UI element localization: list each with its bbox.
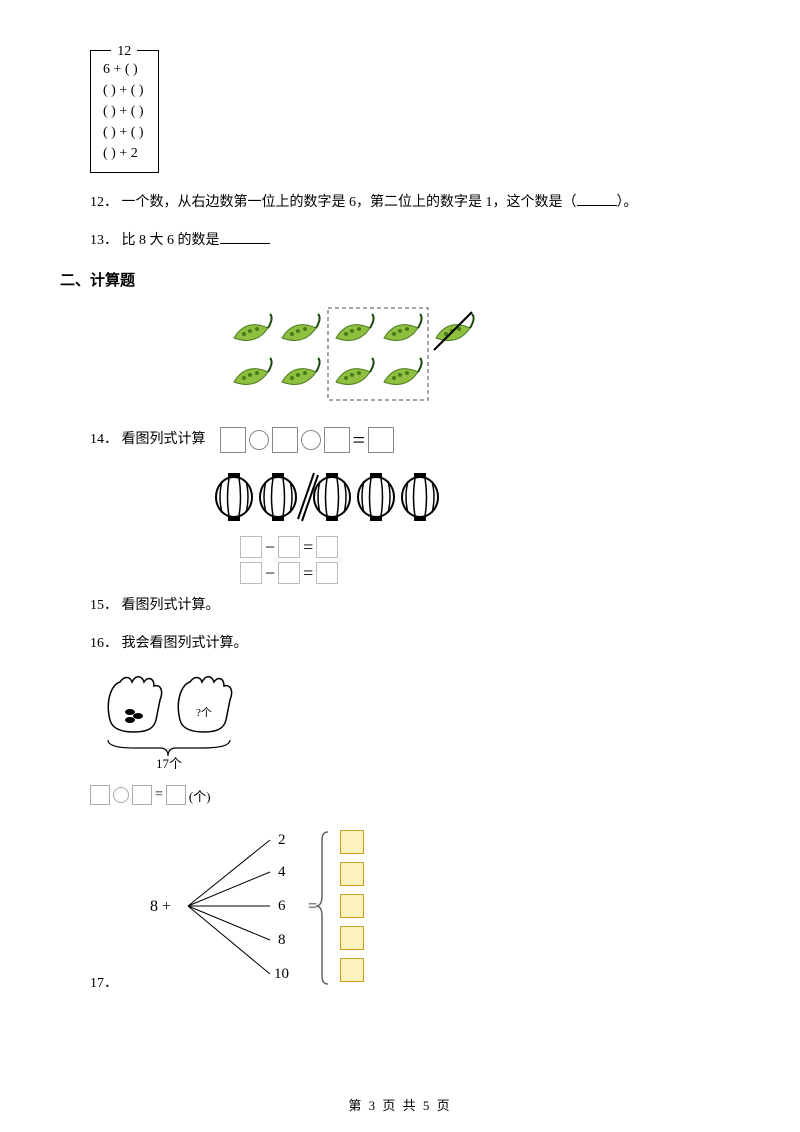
q12-num: 12． xyxy=(90,195,118,210)
equals-sign: = xyxy=(303,563,313,584)
q14-text: 看图列式计算 xyxy=(122,432,206,447)
minus-sign: − xyxy=(265,537,275,558)
q15-eq1: − = xyxy=(240,536,338,558)
answer-box[interactable] xyxy=(340,894,364,918)
q15-num: 15． xyxy=(90,598,118,613)
operator-circle[interactable] xyxy=(113,787,129,803)
blank[interactable] xyxy=(577,191,617,206)
answer-box[interactable] xyxy=(166,785,186,805)
q14-equation: = xyxy=(220,427,394,453)
hands-svg: ?个 17个 xyxy=(90,670,250,770)
answer-box[interactable] xyxy=(220,427,246,453)
box-row: ( ) + ( ) xyxy=(103,101,144,122)
q16-figure: ?个 17个 xyxy=(90,670,740,775)
q16-num: 16． xyxy=(90,636,118,651)
q16-text: 我会看图列式计算。 xyxy=(122,636,248,651)
equals-sign: = xyxy=(353,427,365,453)
blank[interactable] xyxy=(220,229,270,244)
q17-addend: 2 xyxy=(278,832,286,849)
box-row: ( ) + ( ) xyxy=(103,80,144,101)
answer-box[interactable] xyxy=(340,862,364,886)
q15-eq2: − = xyxy=(240,562,338,584)
q17-num: 17． xyxy=(90,976,118,991)
answer-box[interactable] xyxy=(90,785,110,805)
q17-addend: 4 xyxy=(278,864,286,881)
answer-box[interactable] xyxy=(278,562,300,584)
question-12: 12． 一个数，从右边数第一位上的数字是 6，第二位上的数字是 1，这个数是（ ）… xyxy=(90,191,740,211)
box-row: ( ) + ( ) xyxy=(103,122,144,143)
question-15: 15． 看图列式计算。 xyxy=(90,594,740,614)
q13-text: 比 8 大 6 的数是 xyxy=(122,233,220,248)
section-2-title: 二、计算题 xyxy=(60,269,740,290)
minus-sign: − xyxy=(265,563,275,584)
answer-box[interactable] xyxy=(132,785,152,805)
q13-num: 13． xyxy=(90,233,118,248)
equals-sign: = xyxy=(303,537,313,558)
q14-figure xyxy=(220,304,740,419)
q17-figure: 8 + 2 4 6 8 10 = xyxy=(150,828,400,988)
page-footer: 第 3 页 共 5 页 xyxy=(0,1095,800,1114)
q17-addend: 8 xyxy=(278,932,286,949)
question-16: 16． 我会看图列式计算。 xyxy=(90,632,740,652)
equals-sign: = xyxy=(155,787,163,803)
q14-num: 14． xyxy=(90,432,118,447)
q11-box-diagram: 12 6 + ( ) ( ) + ( ) ( ) + ( ) ( ) + ( )… xyxy=(90,50,159,173)
box-row: ( ) + 2 xyxy=(103,143,144,164)
answer-box[interactable] xyxy=(340,926,364,950)
box-row: 6 + ( ) xyxy=(103,59,144,80)
answer-box[interactable] xyxy=(316,536,338,558)
answer-box[interactable] xyxy=(240,536,262,558)
q17-addend: 6 xyxy=(278,898,286,915)
answer-box[interactable] xyxy=(340,830,364,854)
answer-box[interactable] xyxy=(340,958,364,982)
answer-box[interactable] xyxy=(368,427,394,453)
q17-equals: = xyxy=(308,898,317,916)
answer-box[interactable] xyxy=(272,427,298,453)
beans-svg xyxy=(220,304,480,414)
answer-box[interactable] xyxy=(278,536,300,558)
answer-box[interactable] xyxy=(316,562,338,584)
page-content: 12 6 + ( ) ( ) + ( ) ( ) + ( ) ( ) + ( )… xyxy=(0,0,800,1022)
q15-figure: − = − = xyxy=(210,467,740,584)
answer-box[interactable] xyxy=(324,427,350,453)
question-14: 14． 看图列式计算 = xyxy=(90,427,740,453)
q17-addend: 10 xyxy=(274,966,289,983)
lanterns-svg xyxy=(210,467,470,527)
q16-formula: = (个) xyxy=(90,785,211,805)
operator-circle[interactable] xyxy=(301,430,321,450)
question-13: 13． 比 8 大 6 的数是 xyxy=(90,229,740,249)
box-title: 12 xyxy=(111,41,137,62)
q15-text: 看图列式计算。 xyxy=(122,598,220,613)
answer-box[interactable] xyxy=(240,562,262,584)
brace-label: 17个 xyxy=(156,756,182,770)
q12-tail: ）。 xyxy=(617,195,638,210)
formula-unit: (个) xyxy=(189,786,211,805)
right-hand-label: ?个 xyxy=(196,706,212,719)
q12-text: 一个数，从右边数第一位上的数字是 6，第二位上的数字是 1，这个数是（ xyxy=(122,195,577,210)
operator-circle[interactable] xyxy=(249,430,269,450)
